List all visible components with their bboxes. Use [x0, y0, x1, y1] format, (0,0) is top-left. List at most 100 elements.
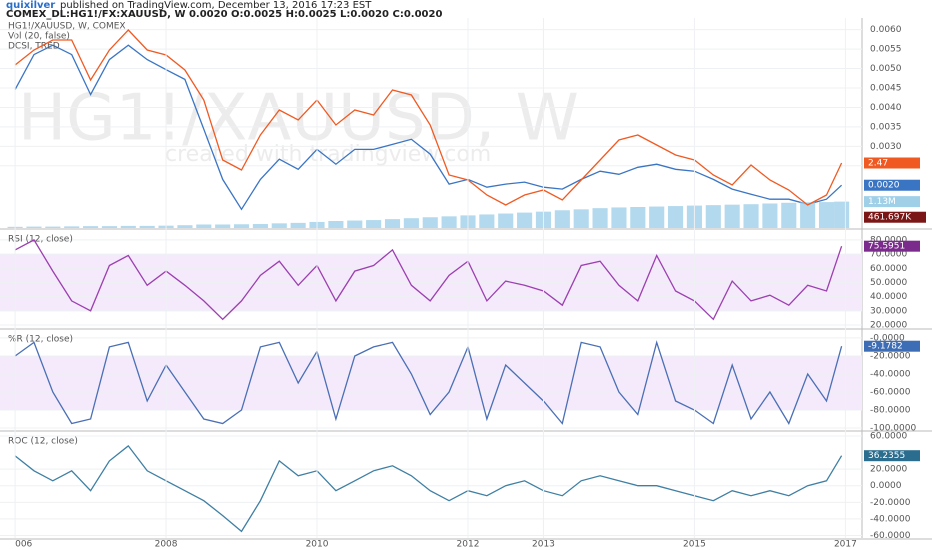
volume-bar: [818, 202, 835, 228]
y-tick-label: -80.0000: [870, 406, 911, 416]
y-tick-label: 20.0000: [870, 321, 907, 331]
volume-bar: [271, 223, 287, 228]
series-line: [14, 444, 843, 533]
volume-bar: [743, 204, 759, 228]
volume-bar: [215, 224, 231, 228]
volume-bar: [705, 205, 721, 228]
y-tick-label: 70.0000: [870, 250, 907, 260]
price-badge-label: 2.47: [868, 159, 888, 169]
price-badge-label: 0.0020: [868, 181, 900, 191]
price-badge-label: 36.2355: [868, 451, 905, 461]
x-tick-label: 2017: [834, 540, 857, 550]
price-badge: [864, 450, 920, 462]
volume-bar: [630, 207, 646, 228]
volume-bar: [101, 226, 117, 228]
volume-bar: [139, 225, 155, 228]
price-badge: [864, 211, 926, 223]
y-tick-label: -20.0000: [870, 351, 911, 361]
y-tick-label: 0.0000: [870, 481, 902, 491]
y-tick-label: 30.0000: [870, 306, 907, 316]
price-badge: [864, 157, 920, 169]
volume-bar: [196, 224, 212, 228]
y-tick-label: 40.0000: [870, 292, 907, 302]
y-tick-label: 60.0000: [870, 264, 907, 274]
y-tick-label: 0.0035: [870, 122, 902, 132]
volume-bar: [611, 207, 627, 228]
legend-entry: HG1!/XAUUSD, W, COMEX: [8, 22, 126, 32]
y-tick-label: -60.0000: [870, 531, 911, 541]
y-tick-label: -40.0000: [870, 369, 911, 379]
volume-bar: [781, 202, 797, 228]
price-badge: [864, 179, 920, 191]
volume-bar: [403, 218, 419, 228]
x-tick-label: 2015: [683, 540, 706, 550]
x-tick-label: 2012: [457, 540, 480, 550]
volume-bar: [800, 202, 816, 228]
y-tick-label: 80.0000: [870, 235, 907, 245]
y-tick-label: -20.0000: [870, 498, 911, 508]
publish-info: published on TradingView.com, December 1…: [60, 0, 372, 11]
volume-bar: [834, 201, 850, 228]
volume-bar: [45, 226, 61, 228]
volume-bar: [517, 212, 533, 228]
y-tick-label: -100.0000: [870, 424, 916, 434]
volume-bar: [762, 203, 778, 228]
pane-title: ROC (12, close): [8, 437, 78, 447]
volume-bar: [422, 217, 438, 228]
price-badge: [864, 240, 920, 252]
series-line: [14, 340, 843, 425]
y-tick-label: -60.0000: [870, 387, 911, 397]
y-tick-label: 60.0000: [870, 431, 907, 441]
x-tick-label: 2013: [532, 540, 555, 550]
volume-bar: [366, 220, 382, 228]
series-line: [14, 44, 843, 211]
legend-entry: DCSI, TRED: [8, 42, 60, 52]
volume-bar: [177, 225, 193, 228]
x-tick-label: 2008: [155, 540, 178, 550]
volume-bar: [479, 214, 495, 228]
y-tick-label: -40.0000: [870, 514, 911, 524]
volume-bar: [592, 208, 608, 228]
price-badge: [864, 340, 920, 352]
price-badge-label: 461.697K: [868, 213, 912, 223]
y-tick-label: 50.0000: [870, 278, 907, 288]
price-badge-label: 1.13M: [868, 197, 896, 207]
x-tick-label: 006: [15, 540, 32, 550]
y-tick-label: 0.0055: [870, 45, 902, 55]
price-badge: [864, 196, 920, 208]
volume-bar: [668, 206, 684, 228]
y-tick-label: 20.0000: [870, 465, 907, 475]
series-line: [14, 239, 843, 321]
volume-bar: [252, 224, 268, 228]
volume-bar: [573, 209, 589, 228]
y-tick-label: 0.0030: [870, 142, 902, 152]
volume-bar: [64, 226, 80, 228]
volume-bar: [120, 225, 136, 228]
volume-bar: [498, 213, 514, 228]
price-badge-label: -9.1782: [868, 342, 903, 352]
volume-bar: [724, 204, 740, 228]
y-tick-label: 0.0050: [870, 64, 902, 74]
symbol-line: COMEX_DL:HG1!/FX:XAUUSD, W 0.0020 O:0.00…: [6, 9, 442, 20]
watermark-symbol: HG1!/XAUUSD, W: [18, 82, 579, 156]
band: [0, 355, 862, 411]
y-tick-label: 0.0045: [870, 84, 902, 94]
volume-bar: [554, 210, 570, 228]
pane-title: %R (12, close): [8, 335, 73, 345]
volume-bar: [83, 226, 99, 228]
volume-bar: [328, 221, 344, 228]
y-tick-label: 0.0060: [870, 25, 902, 35]
volume-bar: [384, 219, 401, 228]
author[interactable]: quixilver: [6, 0, 55, 11]
y-tick-label: 0.0040: [870, 103, 902, 113]
volume-bar: [233, 224, 250, 228]
price-badge-label: 75.5951: [868, 242, 905, 252]
volume-bar: [26, 226, 42, 228]
y-tick-label: -0.0000: [870, 333, 905, 343]
pane-title: RSI (12, close): [8, 235, 73, 245]
series-line: [14, 29, 843, 206]
volume-bar: [290, 222, 306, 228]
x-tick-label: 2010: [306, 540, 329, 550]
volume-bar: [649, 206, 665, 228]
